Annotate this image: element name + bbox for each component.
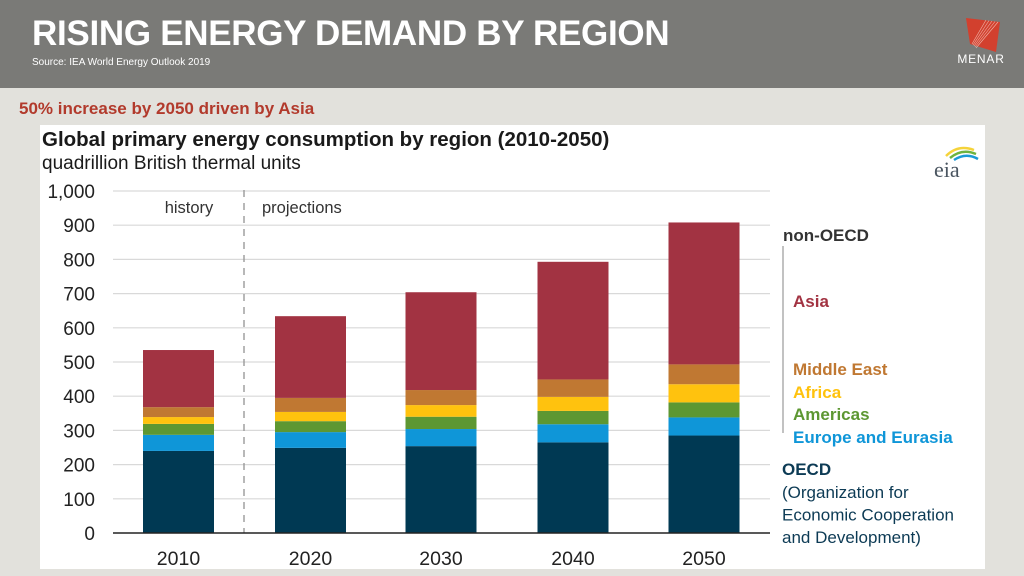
y-tick-label: 0: [84, 524, 95, 545]
y-tick-label: 400: [63, 387, 95, 408]
bar-segment-africa: [537, 396, 609, 411]
y-tick-label: 900: [63, 216, 95, 237]
bar-segment-asia: [537, 261, 609, 380]
bar-segment-europe-and-eurasia: [405, 429, 477, 447]
y-tick-label: 700: [63, 285, 95, 306]
page-title: RISING ENERGY DEMAND BY REGION: [32, 14, 670, 53]
bar-segment-europe-and-eurasia: [537, 424, 609, 443]
legend-item-europe-and-eurasia: Europe and Eurasia: [793, 428, 953, 447]
svg-text:eia: eia: [934, 157, 960, 180]
bar-segment-americas: [405, 416, 477, 430]
bar-2030: [405, 292, 477, 533]
bar-segment-europe-and-eurasia: [143, 434, 214, 451]
bar-segment-africa: [405, 405, 477, 417]
bar-segment-oecd: [668, 435, 740, 533]
x-tick-label: 2030: [419, 548, 463, 570]
eia-logo-icon: eia: [934, 146, 979, 180]
bar-segment-middle-east: [405, 390, 477, 406]
bar-2010: [143, 350, 214, 533]
legend-oecd-description: Economic Cooperation: [782, 506, 954, 525]
legend-item-africa: Africa: [793, 383, 842, 402]
y-tick-label: 500: [63, 353, 95, 374]
legend-oecd-description: (Organization for: [782, 483, 909, 502]
bar-2020: [275, 316, 346, 533]
bar-segment-americas: [537, 410, 609, 425]
bar-2050: [668, 222, 740, 533]
legend-item-middle-east: Middle East: [793, 360, 888, 379]
bar-segment-oecd: [143, 450, 214, 533]
x-tick-label: 2050: [682, 548, 726, 570]
bar-segment-oecd: [275, 447, 346, 533]
bar-segment-europe-and-eurasia: [275, 432, 346, 448]
slide-subtitle: 50% increase by 2050 driven by Asia: [19, 99, 315, 118]
bar-segment-middle-east: [537, 379, 609, 397]
bar-segment-middle-east: [275, 397, 346, 412]
y-tick-label: 100: [63, 490, 95, 511]
y-tick-label: 1,000: [47, 182, 95, 203]
bar-segment-asia: [275, 316, 346, 398]
bar-segment-europe-and-eurasia: [668, 417, 740, 436]
bar-segment-africa: [143, 417, 214, 424]
bar-segment-asia: [405, 292, 477, 391]
bar-segment-americas: [275, 421, 346, 433]
bar-segment-oecd: [537, 442, 609, 533]
header-bar: [0, 0, 1024, 88]
bar-segment-africa: [275, 411, 346, 422]
bar-segment-oecd: [405, 446, 477, 533]
legend-non-oecd-label: non-OECD: [783, 226, 869, 245]
x-tick-label: 2040: [551, 548, 595, 570]
legend-oecd-description: and Development): [782, 528, 921, 547]
y-tick-label: 800: [63, 250, 95, 271]
chart-title: Global primary energy consumption by reg…: [42, 128, 610, 151]
logo-text: MENAR: [957, 52, 1005, 66]
y-tick-label: 300: [63, 421, 95, 442]
bar-segment-middle-east: [668, 364, 740, 385]
annotation-history: history: [165, 199, 214, 217]
bar-2040: [537, 261, 609, 533]
menar-logo-icon: [966, 18, 1000, 52]
source-note: Source: IEA World Energy Outlook 2019: [32, 57, 211, 68]
legend-item-americas: Americas: [793, 405, 870, 424]
bar-segment-middle-east: [143, 407, 214, 418]
bar-segment-asia: [143, 350, 214, 408]
annotation-projections: projections: [262, 199, 342, 217]
bar-segment-americas: [143, 423, 214, 435]
y-tick-label: 600: [63, 319, 95, 340]
bar-segment-africa: [668, 384, 740, 403]
x-tick-label: 2010: [157, 548, 201, 570]
legend-oecd-label: OECD: [782, 460, 831, 479]
chart-units: quadrillion British thermal units: [42, 153, 301, 174]
x-tick-label: 2020: [289, 548, 333, 570]
bar-segment-americas: [668, 402, 740, 418]
bar-segment-asia: [668, 222, 740, 365]
y-tick-label: 200: [63, 456, 95, 477]
legend-item-asia: Asia: [793, 292, 829, 311]
